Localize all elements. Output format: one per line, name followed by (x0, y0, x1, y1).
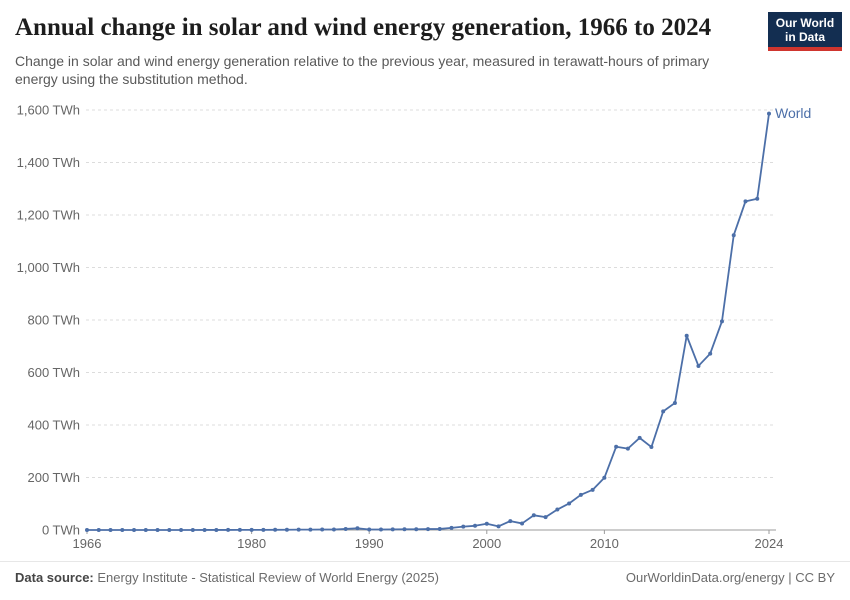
y-axis-label: 1,600 TWh (17, 103, 80, 118)
data-point[interactable] (249, 527, 254, 532)
data-point[interactable] (590, 487, 595, 492)
y-axis-label: 200 TWh (27, 470, 80, 485)
data-point[interactable] (602, 475, 607, 480)
chart-subtitle: Change in solar and wind energy generati… (15, 53, 710, 87)
data-point[interactable] (661, 409, 666, 414)
series-label-world[interactable]: World (775, 105, 811, 121)
data-point[interactable] (508, 519, 513, 524)
footer-separator: | (788, 570, 792, 585)
y-axis-label: 1,000 TWh (17, 260, 80, 275)
data-point[interactable] (543, 515, 548, 520)
data-point[interactable] (308, 527, 313, 532)
license-link[interactable]: CC BY (795, 570, 835, 585)
data-point[interactable] (461, 524, 466, 529)
y-axis-label: 400 TWh (27, 418, 80, 433)
data-point[interactable] (120, 528, 125, 532)
data-point[interactable] (143, 528, 148, 532)
y-axis-label: 1,400 TWh (17, 155, 80, 170)
data-point[interactable] (96, 528, 101, 532)
data-point[interactable] (367, 527, 372, 532)
data-point[interactable] (520, 521, 525, 526)
x-axis-label: 2024 (755, 536, 784, 551)
data-point[interactable] (202, 527, 207, 532)
data-point[interactable] (179, 527, 184, 532)
data-point[interactable] (531, 513, 536, 518)
data-point[interactable] (355, 526, 360, 531)
data-source-text: Energy Institute - Statistical Review of… (97, 570, 439, 585)
data-point[interactable] (755, 196, 760, 201)
data-point[interactable] (473, 523, 478, 528)
data-point[interactable] (284, 527, 289, 532)
owid-logo-line1: Our World (775, 16, 835, 30)
data-point[interactable] (731, 233, 736, 238)
data-point[interactable] (390, 527, 395, 532)
y-axis-label: 800 TWh (27, 313, 80, 328)
data-point[interactable] (343, 526, 348, 531)
data-point[interactable] (331, 527, 336, 532)
footer-divider (0, 561, 850, 562)
y-axis-label: 600 TWh (27, 365, 80, 380)
data-point[interactable] (449, 525, 454, 530)
data-point[interactable] (402, 527, 407, 532)
data-point[interactable] (296, 527, 301, 532)
x-axis-label: 1966 (73, 536, 102, 551)
data-point[interactable] (708, 351, 713, 356)
data-point[interactable] (649, 445, 654, 450)
footer-credits: OurWorldinData.org/energy | CC BY (626, 570, 835, 585)
data-point[interactable] (261, 527, 266, 532)
data-point[interactable] (414, 527, 419, 532)
data-point[interactable] (437, 526, 442, 531)
data-point[interactable] (672, 400, 677, 405)
owid-logo-line2: in Data (784, 30, 825, 44)
data-point[interactable] (555, 507, 560, 512)
data-source: Data source: Energy Institute - Statisti… (15, 570, 439, 585)
line-chart[interactable]: 0 TWh 200 TWh 400 TWh 600 TWh 800 TWh 1,000 T… (0, 95, 850, 560)
data-point[interactable] (637, 435, 642, 440)
data-point[interactable] (237, 527, 242, 532)
data-point[interactable] (696, 363, 701, 368)
data-point[interactable] (743, 199, 748, 204)
x-axis-label: 2000 (472, 536, 501, 551)
owid-logo[interactable]: Our World in Data (768, 12, 842, 51)
x-axis-label: 1990 (355, 536, 384, 551)
data-point[interactable] (625, 446, 630, 451)
data-line[interactable] (86, 112, 770, 531)
data-point[interactable] (567, 501, 572, 506)
data-point[interactable] (684, 333, 689, 338)
data-point[interactable] (719, 319, 724, 324)
x-axis-label: 1980 (237, 536, 266, 551)
data-point[interactable] (484, 521, 489, 526)
data-point[interactable] (190, 527, 195, 532)
y-axis-label: 0 TWh (42, 523, 80, 538)
data-point[interactable] (320, 527, 325, 532)
data-point[interactable] (226, 527, 231, 532)
data-point[interactable] (167, 527, 172, 532)
data-point[interactable] (155, 528, 160, 532)
data-point[interactable] (85, 528, 89, 532)
data-point[interactable] (378, 527, 383, 532)
owid-url-link[interactable]: OurWorldinData.org/energy (625, 570, 785, 585)
chart-footer: Data source: Energy Institute - Statisti… (15, 570, 835, 585)
data-source-label: Data source: (15, 570, 94, 585)
data-point[interactable] (132, 528, 137, 532)
chart-title: Annual change in solar and wind energy g… (15, 14, 712, 41)
data-point[interactable] (578, 492, 583, 497)
data-point[interactable] (273, 527, 278, 532)
data-point[interactable] (214, 527, 219, 532)
data-point[interactable] (496, 524, 501, 529)
data-point[interactable] (767, 111, 771, 116)
y-axis-label: 1,200 TWh (17, 208, 80, 223)
x-axis-label: 2010 (590, 536, 619, 551)
data-point[interactable] (108, 528, 113, 532)
data-point[interactable] (426, 527, 430, 532)
data-point[interactable] (614, 444, 619, 449)
